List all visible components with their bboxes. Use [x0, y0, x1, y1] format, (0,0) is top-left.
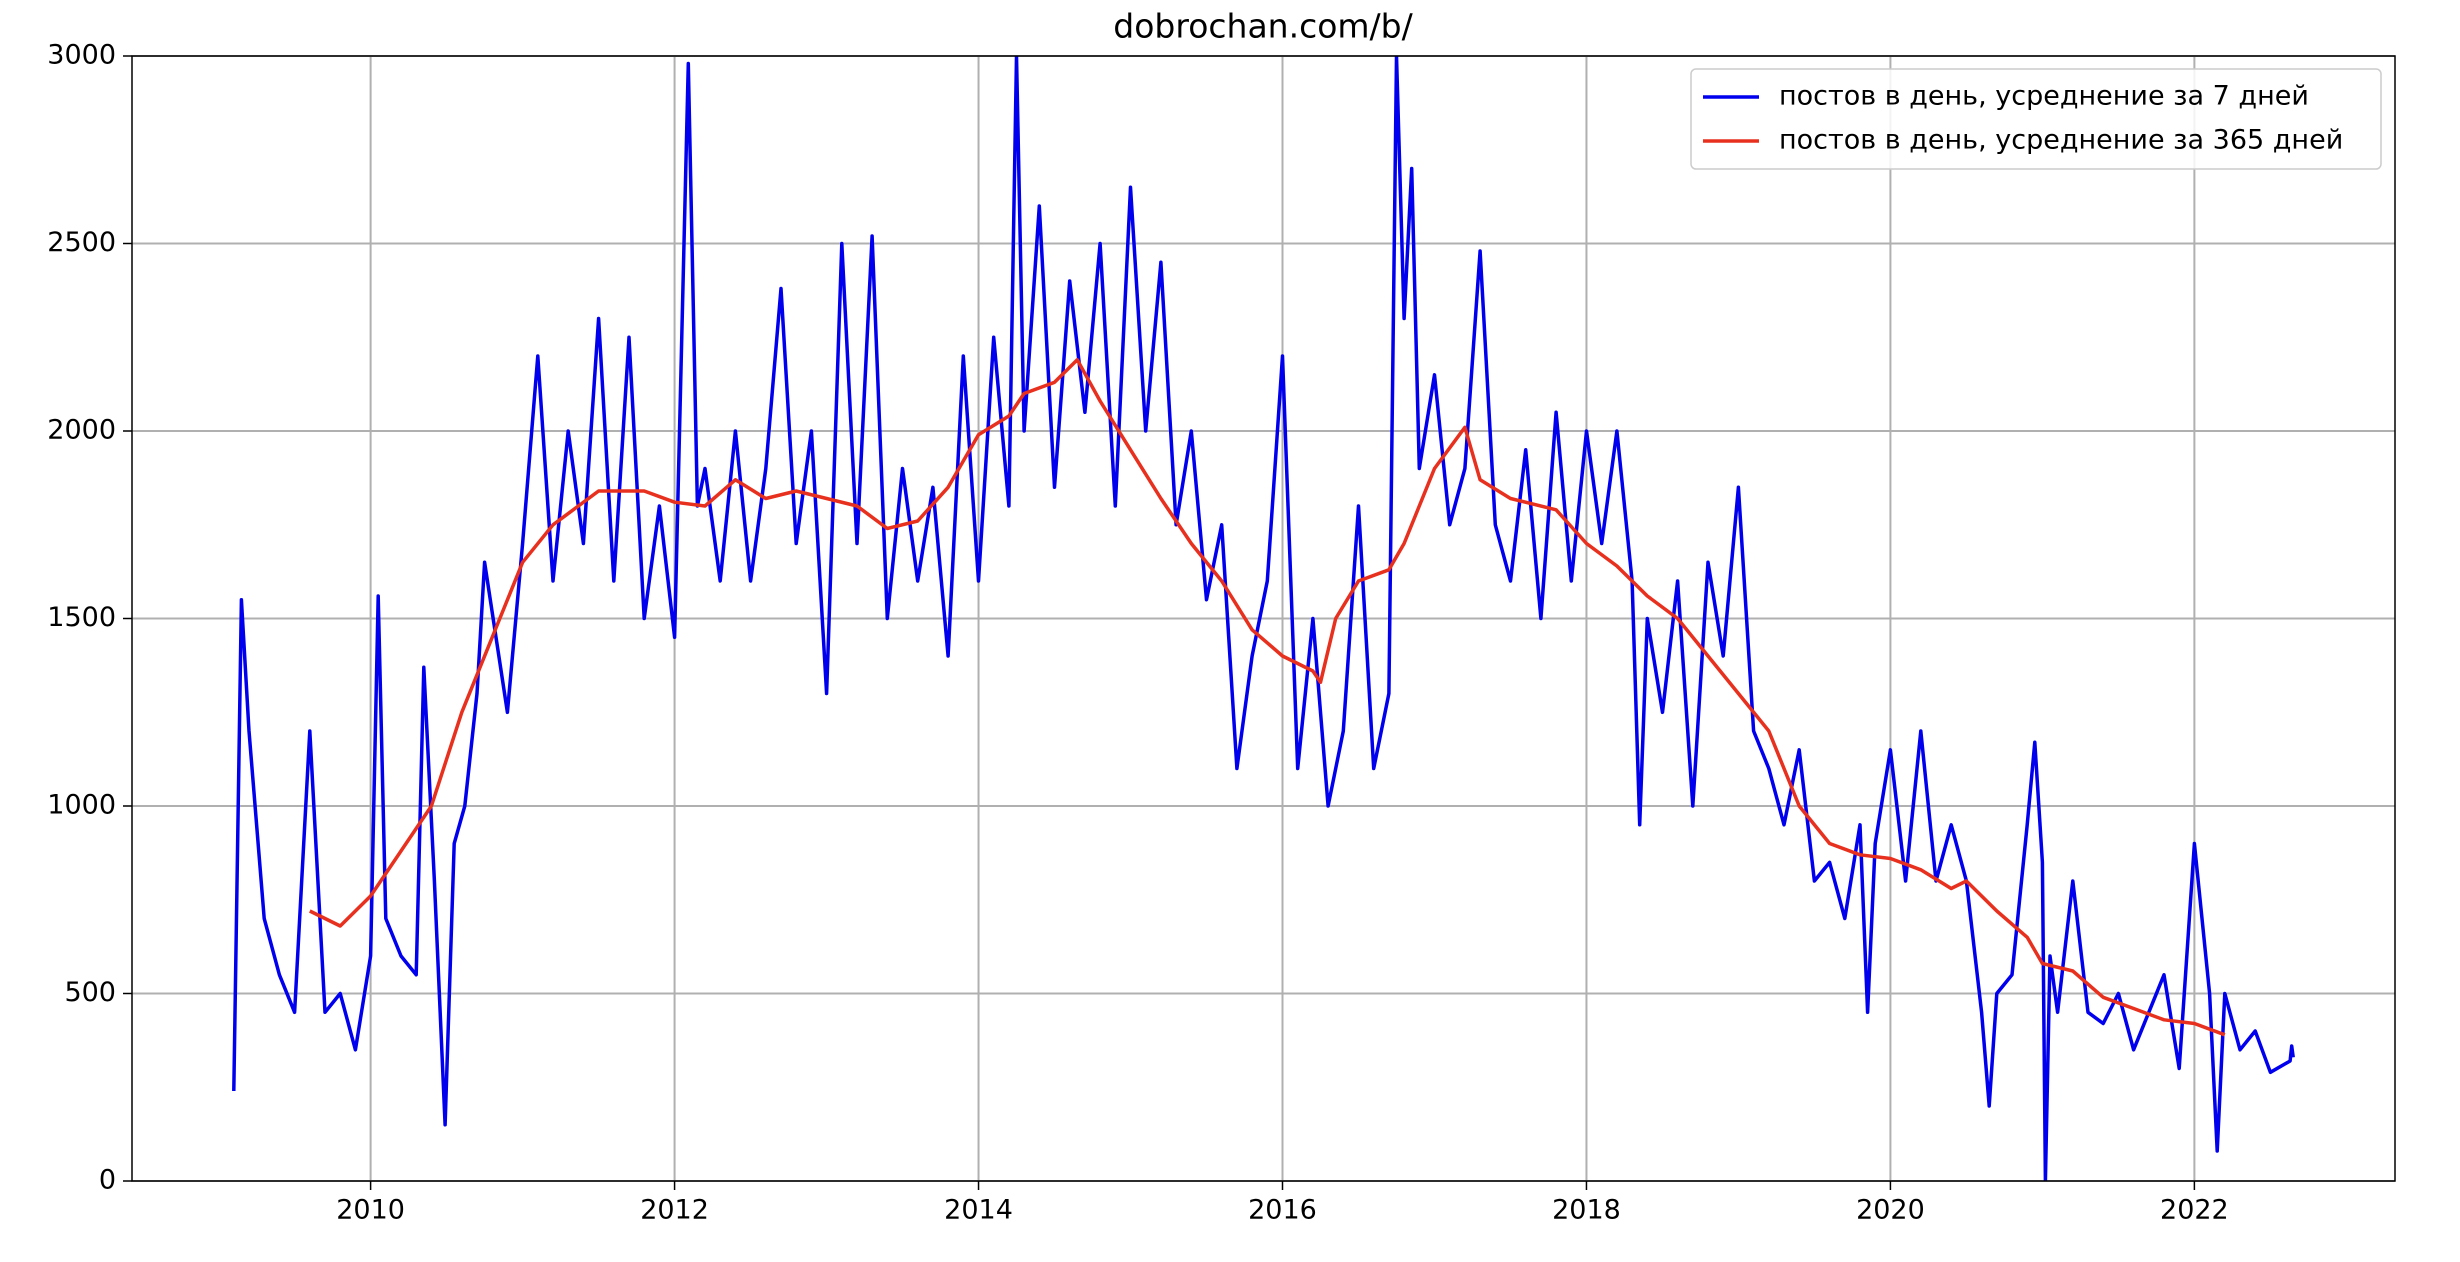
legend-label: постов в день, усреднение за 365 дней — [1779, 125, 2343, 156]
y-tick-label: 2500 — [47, 227, 116, 258]
series-line — [232, 56, 2295, 1181]
y-tick-label: 1500 — [47, 602, 116, 633]
plot-frame — [131, 55, 2396, 1182]
x-tick-label: 2022 — [2160, 1195, 2229, 1226]
x-tick-label: 2012 — [640, 1195, 709, 1226]
chart-title: dobrochan.com/b/ — [1113, 7, 1413, 46]
x-tick-label: 2010 — [336, 1195, 405, 1226]
y-tick-label: 0 — [99, 1165, 116, 1196]
x-tick-label: 2020 — [1856, 1195, 1925, 1226]
y-tick-label: 2000 — [47, 415, 116, 446]
y-tick-label: 500 — [64, 977, 116, 1008]
x-tick-label: 2016 — [1248, 1195, 1317, 1226]
legend-label: постов в день, усреднение за 7 дней — [1779, 81, 2309, 112]
x-tick-label: 2018 — [1552, 1195, 1621, 1226]
x-tick-label: 2014 — [944, 1195, 1013, 1226]
y-tick-label: 3000 — [47, 40, 116, 71]
series-line — [309, 358, 2226, 1037]
legend-box — [1690, 68, 2382, 170]
y-tick-label: 1000 — [47, 790, 116, 821]
